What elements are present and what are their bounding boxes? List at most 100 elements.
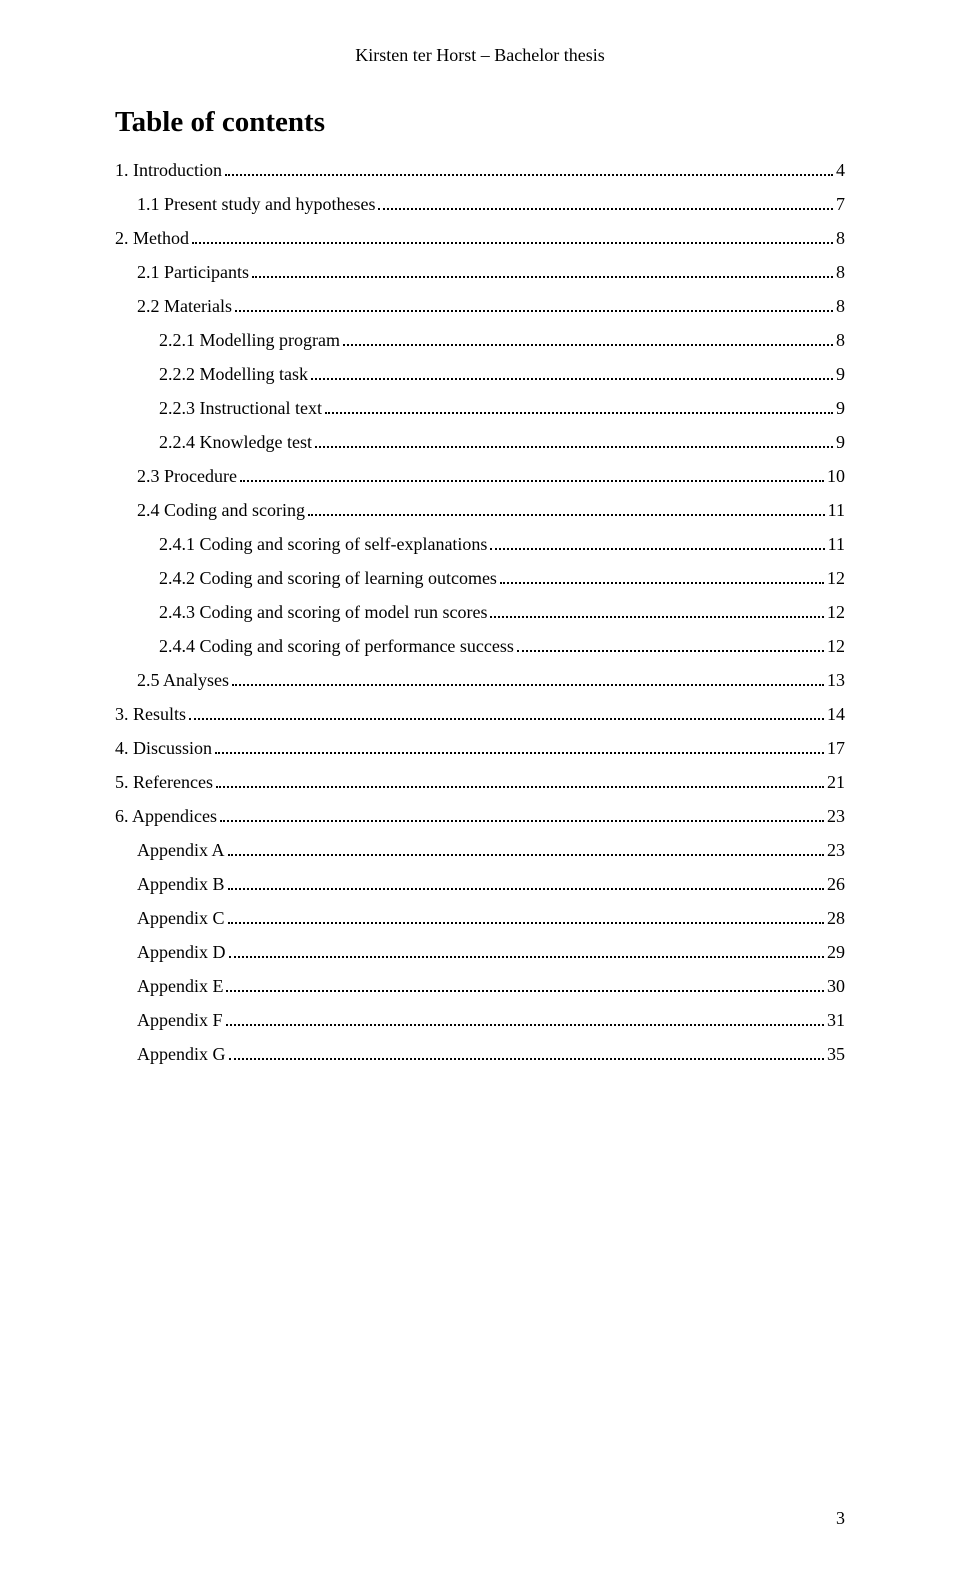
toc-leader-dots — [311, 378, 833, 380]
toc-entry: 2.1 Participants8 — [115, 263, 845, 281]
toc-entry-label: 2.4.3 Coding and scoring of model run sc… — [159, 603, 487, 621]
toc-entry-page: 8 — [836, 331, 845, 349]
toc-entry: 2.4.1 Coding and scoring of self-explana… — [115, 535, 845, 553]
toc-leader-dots — [490, 616, 824, 618]
toc-leader-dots — [378, 208, 833, 210]
toc-leader-dots — [240, 480, 824, 482]
toc-entry: 2.2.3 Instructional text9 — [115, 399, 845, 417]
toc-entry-label: 2.2 Materials — [137, 297, 232, 315]
toc-entry-page: 11 — [828, 501, 845, 519]
toc-entry: 1.1 Present study and hypotheses7 — [115, 195, 845, 213]
toc-entry-label: Appendix C — [137, 909, 225, 927]
toc-entry-label: 2.2.1 Modelling program — [159, 331, 340, 349]
toc-leader-dots — [308, 514, 825, 516]
toc-entry-page: 21 — [827, 773, 845, 791]
toc-leader-dots — [225, 174, 833, 176]
toc-entry-label: 1. Introduction — [115, 161, 222, 179]
toc-entry: 1. Introduction 4 — [115, 161, 845, 179]
toc-entry-page: 12 — [827, 603, 845, 621]
toc-entry: 2.4.2 Coding and scoring of learning out… — [115, 569, 845, 587]
toc-leader-dots — [232, 684, 824, 686]
toc-entry-label: 6. Appendices — [115, 807, 217, 825]
toc-leader-dots — [228, 922, 825, 924]
toc-leader-dots — [192, 242, 833, 244]
toc-entry: Appendix G35 — [115, 1045, 845, 1063]
toc-leader-dots — [229, 956, 825, 958]
toc-entry-label: 3. Results — [115, 705, 186, 723]
toc-entry: 6. Appendices 23 — [115, 807, 845, 825]
page: Kirsten ter Horst – Bachelor thesis Tabl… — [0, 0, 960, 1584]
toc-leader-dots — [220, 820, 824, 822]
toc-leader-dots — [517, 650, 824, 652]
toc-entry-label: 2. Method — [115, 229, 189, 247]
toc-entry-label: Appendix B — [137, 875, 225, 893]
toc-entry-label: 2.4.1 Coding and scoring of self-explana… — [159, 535, 487, 553]
toc-leader-dots — [226, 990, 824, 992]
toc-leader-dots — [226, 1024, 825, 1026]
toc-entry-label: 2.2.4 Knowledge test — [159, 433, 312, 451]
toc-entry: 3. Results 14 — [115, 705, 845, 723]
toc-entry: 2.4.3 Coding and scoring of model run sc… — [115, 603, 845, 621]
toc-leader-dots — [490, 548, 824, 550]
toc-entry-label: Appendix A — [137, 841, 225, 859]
toc-entry-page: 11 — [828, 535, 845, 553]
toc-entry-page: 14 — [827, 705, 845, 723]
toc-entry-label: 2.4.4 Coding and scoring of performance … — [159, 637, 514, 655]
toc-leader-dots — [189, 718, 824, 720]
toc-entry-page: 8 — [836, 229, 845, 247]
toc-leader-dots — [216, 786, 824, 788]
toc-entry: Appendix E 30 — [115, 977, 845, 995]
toc-leader-dots — [235, 310, 833, 312]
toc-entry: 2.2.2 Modelling task 9 — [115, 365, 845, 383]
toc-entry: Appendix A 23 — [115, 841, 845, 859]
toc-entry-label: 2.1 Participants — [137, 263, 249, 281]
toc-entry-page: 28 — [827, 909, 845, 927]
toc-entry: 2. Method 8 — [115, 229, 845, 247]
toc-entry-page: 31 — [827, 1011, 845, 1029]
toc-leader-dots — [215, 752, 824, 754]
toc-entry-label: 4. Discussion — [115, 739, 212, 757]
toc-entry: 4. Discussion 17 — [115, 739, 845, 757]
toc-entry-page: 30 — [827, 977, 845, 995]
toc-entry-page: 13 — [827, 671, 845, 689]
toc-entry: 2.4 Coding and scoring 11 — [115, 501, 845, 519]
page-number: 3 — [836, 1508, 845, 1529]
toc-entry-page: 35 — [827, 1045, 845, 1063]
toc-entry: Appendix F 31 — [115, 1011, 845, 1029]
toc-entry: 2.4.4 Coding and scoring of performance … — [115, 637, 845, 655]
toc-entry-page: 26 — [827, 875, 845, 893]
toc-entry-page: 9 — [836, 365, 845, 383]
toc-entry-page: 9 — [836, 433, 845, 451]
toc-entry-label: Appendix F — [137, 1011, 223, 1029]
toc-entry: 2.2.4 Knowledge test 9 — [115, 433, 845, 451]
toc-entry-page: 17 — [827, 739, 845, 757]
table-of-contents: 1. Introduction 4 1.1 Present study and hy… — [115, 161, 845, 1063]
toc-entry: Appendix D29 — [115, 943, 845, 961]
toc-leader-dots — [343, 344, 833, 346]
toc-entry: 2.2 Materials8 — [115, 297, 845, 315]
toc-entry-page: 23 — [827, 807, 845, 825]
toc-entry-label: 2.4.2 Coding and scoring of learning out… — [159, 569, 497, 587]
toc-entry: 2.2.1 Modelling program 8 — [115, 331, 845, 349]
toc-entry-label: 2.5 Analyses — [137, 671, 229, 689]
toc-entry-label: Appendix E — [137, 977, 223, 995]
toc-entry-label: 2.4 Coding and scoring — [137, 501, 305, 519]
toc-entry: 2.3 Procedure10 — [115, 467, 845, 485]
toc-entry: 2.5 Analyses 13 — [115, 671, 845, 689]
toc-title: Table of contents — [115, 106, 845, 139]
toc-entry-page: 10 — [827, 467, 845, 485]
toc-leader-dots — [252, 276, 833, 278]
toc-entry-label: 2.2.3 Instructional text — [159, 399, 322, 417]
toc-entry-page: 23 — [827, 841, 845, 859]
toc-leader-dots — [325, 412, 833, 414]
toc-entry: 5. References 21 — [115, 773, 845, 791]
toc-entry-label: 2.2.2 Modelling task — [159, 365, 308, 383]
toc-entry-page: 7 — [836, 195, 845, 213]
toc-entry-page: 4 — [836, 161, 845, 179]
toc-entry-label: 5. References — [115, 773, 213, 791]
toc-entry: Appendix C 28 — [115, 909, 845, 927]
toc-leader-dots — [500, 582, 824, 584]
toc-entry: Appendix B 26 — [115, 875, 845, 893]
toc-entry-page: 29 — [827, 943, 845, 961]
toc-leader-dots — [229, 1058, 825, 1060]
